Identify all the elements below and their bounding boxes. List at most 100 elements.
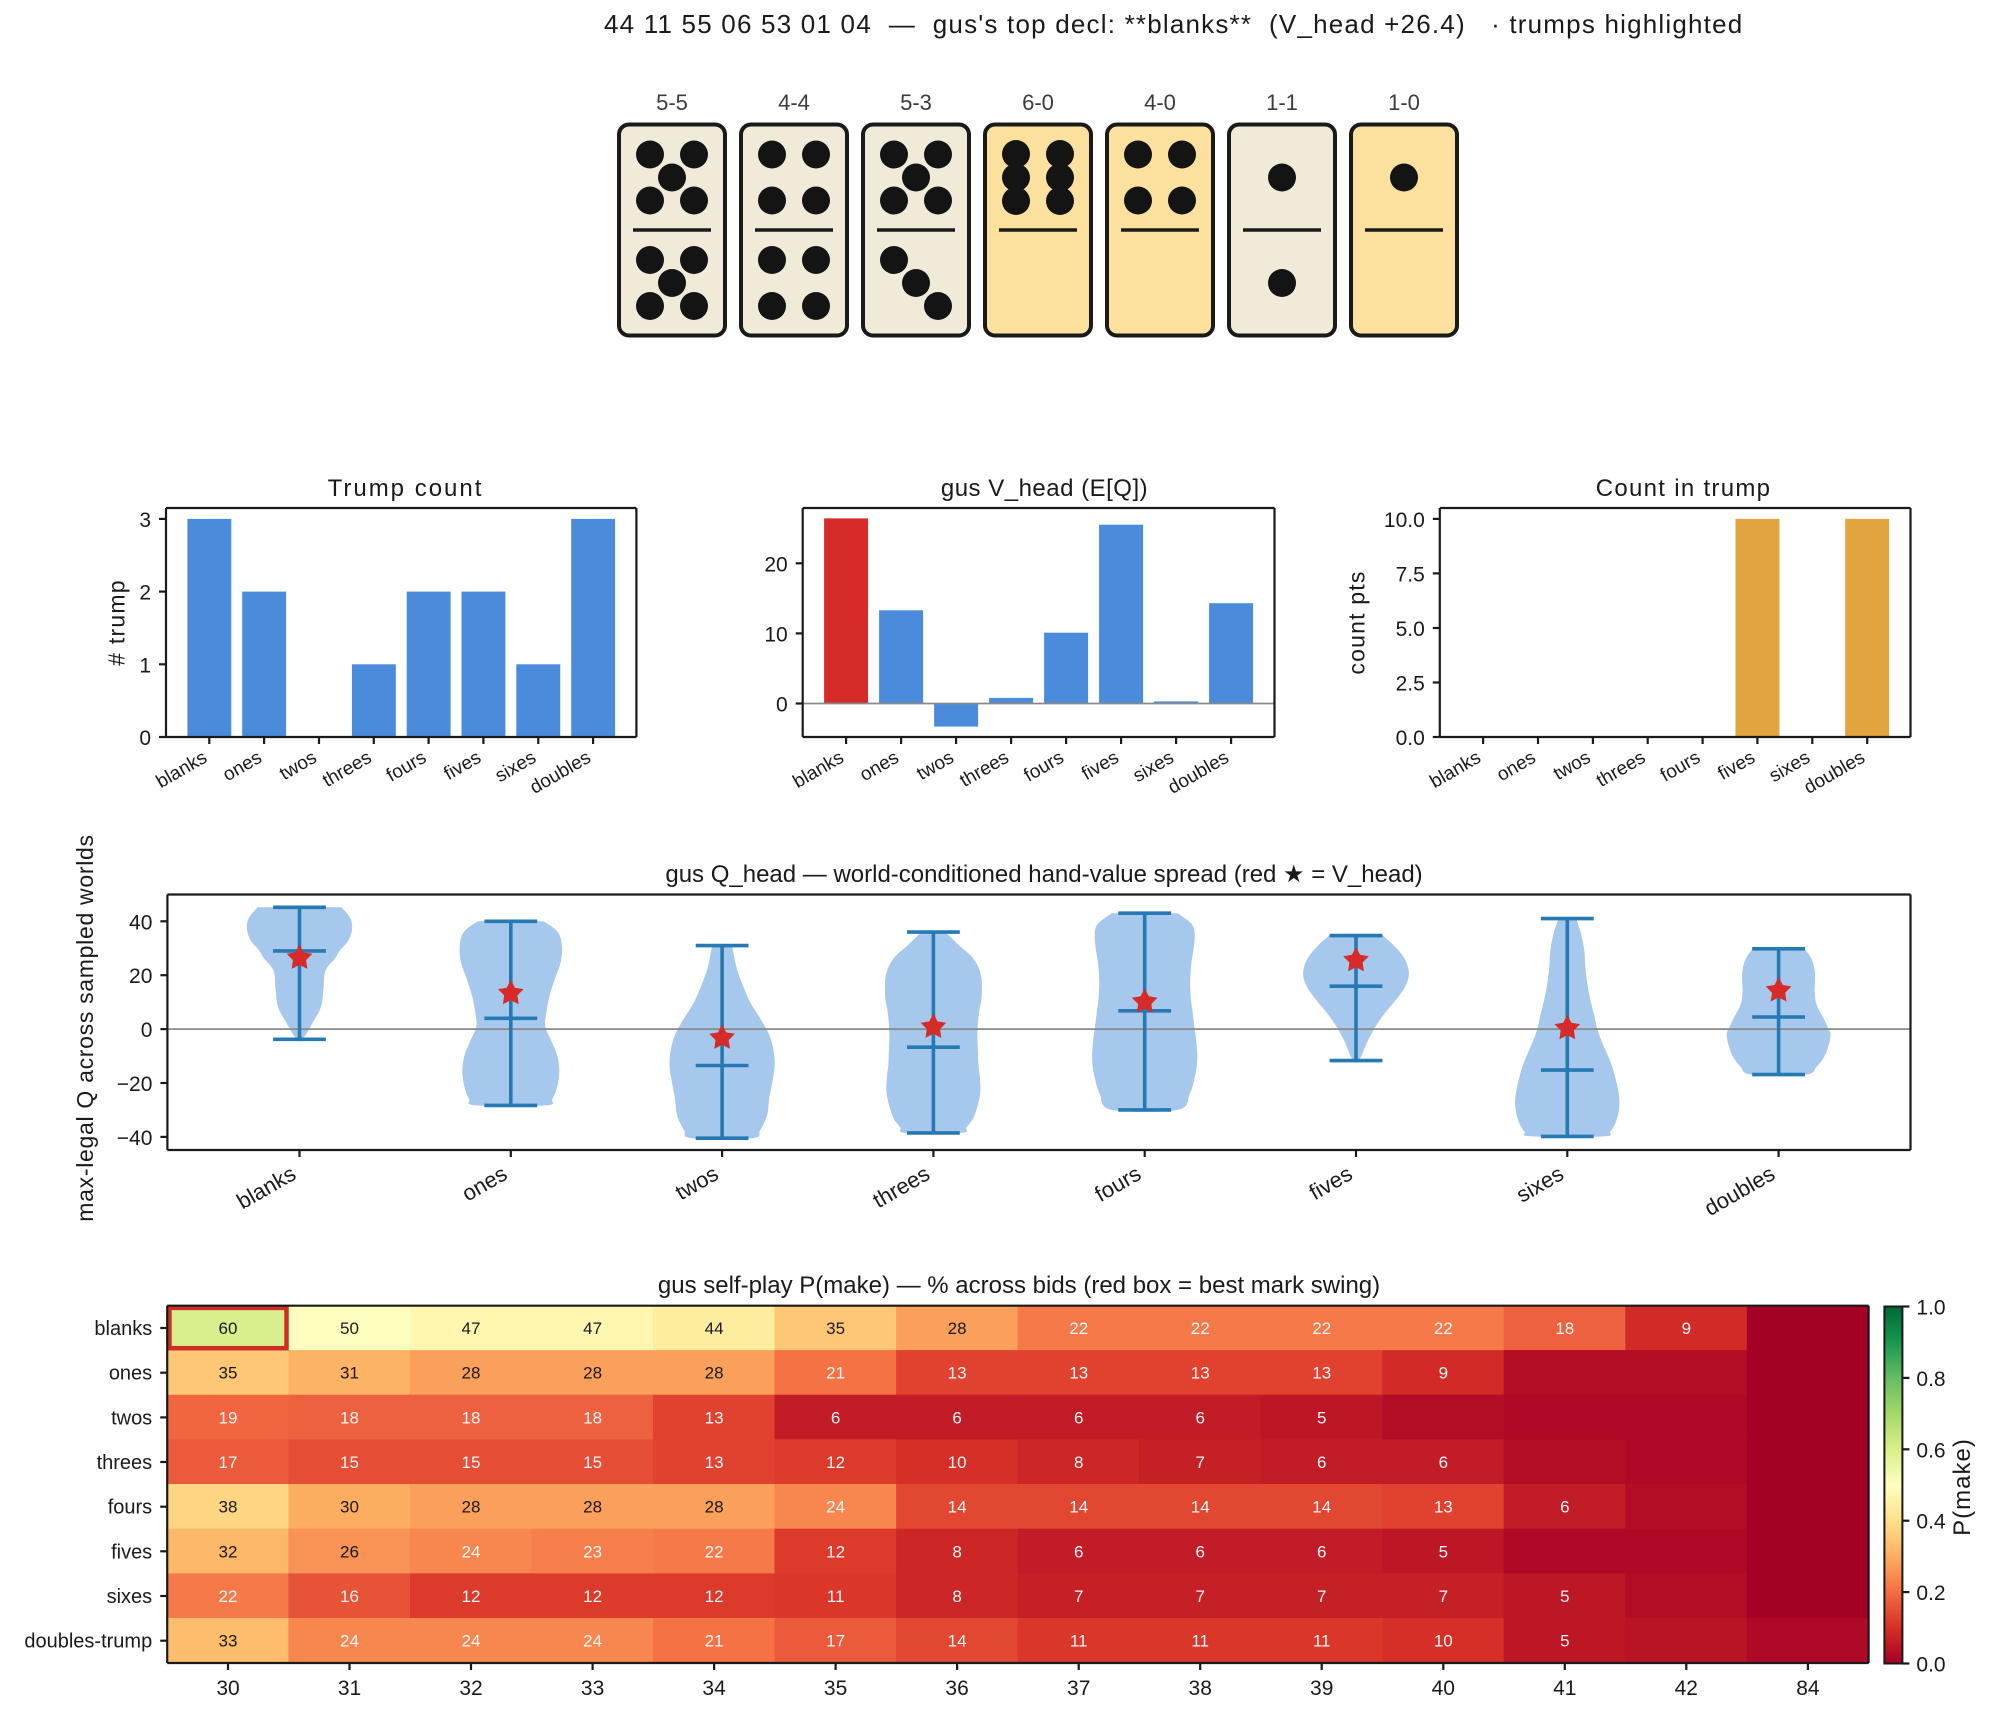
svg-text:39: 39: [1310, 1677, 1333, 1700]
svg-text:13: 13: [1191, 1364, 1210, 1383]
svg-text:5.0: 5.0: [1396, 618, 1425, 641]
svg-text:30: 30: [216, 1677, 239, 1700]
svg-text:gus self-play P(make) — % acro: gus self-play P(make) — % across bids (r…: [658, 1272, 1380, 1299]
svg-text:47: 47: [462, 1319, 481, 1338]
svg-text:10: 10: [764, 623, 787, 646]
svg-text:22: 22: [1069, 1319, 1088, 1338]
svg-text:fives: fives: [111, 1541, 152, 1563]
svg-text:13: 13: [1312, 1364, 1331, 1383]
svg-text:−20: −20: [117, 1073, 153, 1096]
svg-text:0: 0: [776, 694, 788, 717]
svg-text:21: 21: [826, 1364, 845, 1383]
svg-text:12: 12: [462, 1587, 481, 1606]
svg-text:−40: −40: [117, 1127, 153, 1150]
svg-text:6-0: 6-0: [1022, 90, 1054, 115]
svg-text:6: 6: [1195, 1542, 1204, 1561]
svg-text:42: 42: [1675, 1677, 1698, 1700]
svg-text:13: 13: [705, 1408, 724, 1427]
svg-text:28: 28: [462, 1498, 481, 1517]
svg-text:28: 28: [948, 1319, 967, 1338]
svg-text:0.0: 0.0: [1396, 727, 1425, 750]
svg-text:5-5: 5-5: [656, 90, 688, 115]
svg-text:33: 33: [581, 1677, 604, 1700]
svg-text:20: 20: [764, 553, 787, 576]
svg-text:22: 22: [1434, 1319, 1453, 1338]
svg-text:24: 24: [462, 1632, 481, 1651]
svg-text:44: 44: [705, 1319, 724, 1338]
svg-text:14: 14: [1312, 1498, 1331, 1517]
svg-text:28: 28: [583, 1498, 602, 1517]
svg-text:44 11 55 06 53 01 04 — gus's: 44 11 55 06 53 01 04 — gus's top decl: *…: [604, 9, 1743, 39]
svg-text:0.4: 0.4: [1916, 1511, 1946, 1534]
svg-text:twos: twos: [111, 1407, 152, 1429]
svg-text:12: 12: [826, 1542, 845, 1561]
svg-text:28: 28: [705, 1498, 724, 1517]
svg-text:24: 24: [583, 1632, 602, 1651]
svg-text:14: 14: [948, 1632, 967, 1651]
svg-text:6: 6: [1074, 1408, 1083, 1427]
svg-text:40: 40: [1432, 1677, 1455, 1700]
svg-text:8: 8: [1074, 1453, 1083, 1472]
svg-text:6: 6: [952, 1408, 961, 1427]
svg-text:7: 7: [1195, 1453, 1204, 1472]
svg-text:13: 13: [705, 1453, 724, 1472]
svg-text:20: 20: [129, 965, 152, 988]
svg-text:21: 21: [705, 1632, 724, 1651]
svg-text:ones: ones: [109, 1363, 152, 1385]
svg-text:9: 9: [1682, 1319, 1691, 1338]
svg-text:35: 35: [826, 1319, 845, 1338]
svg-text:12: 12: [826, 1453, 845, 1472]
svg-text:47: 47: [583, 1319, 602, 1338]
svg-text:8: 8: [952, 1587, 961, 1606]
svg-text:40: 40: [129, 911, 152, 934]
svg-text:32: 32: [459, 1677, 482, 1700]
svg-text:38: 38: [219, 1498, 238, 1517]
svg-text:6: 6: [1074, 1542, 1083, 1561]
svg-text:0: 0: [141, 1019, 153, 1042]
svg-text:17: 17: [826, 1632, 845, 1651]
svg-text:11: 11: [1070, 1632, 1088, 1651]
svg-text:7: 7: [1439, 1587, 1448, 1606]
svg-text:13: 13: [1434, 1498, 1453, 1517]
svg-text:37: 37: [1067, 1677, 1090, 1700]
svg-text:28: 28: [705, 1364, 724, 1383]
svg-text:35: 35: [219, 1364, 238, 1383]
svg-text:1-1: 1-1: [1266, 90, 1298, 115]
svg-text:24: 24: [340, 1632, 359, 1651]
svg-text:1-0: 1-0: [1388, 90, 1420, 115]
svg-text:50: 50: [340, 1319, 359, 1338]
svg-text:0.0: 0.0: [1916, 1654, 1945, 1677]
svg-text:14: 14: [1191, 1498, 1210, 1517]
svg-text:3: 3: [139, 509, 151, 532]
svg-text:18: 18: [340, 1408, 359, 1427]
svg-text:5: 5: [1439, 1542, 1448, 1561]
svg-text:60: 60: [219, 1319, 238, 1338]
svg-text:gus Q_head — world-conditioned: gus Q_head — world-conditioned hand-valu…: [665, 861, 1422, 888]
svg-text:gus V_head (E[Q]): gus V_head (E[Q]): [941, 475, 1148, 502]
svg-text:13: 13: [948, 1364, 967, 1383]
svg-text:31: 31: [338, 1677, 361, 1700]
svg-text:30: 30: [340, 1498, 359, 1517]
svg-text:41: 41: [1553, 1677, 1576, 1700]
svg-text:28: 28: [583, 1364, 602, 1383]
svg-text:6: 6: [1439, 1453, 1448, 1472]
svg-text:6: 6: [1317, 1542, 1326, 1561]
svg-text:11: 11: [1191, 1632, 1209, 1651]
svg-text:12: 12: [705, 1587, 724, 1606]
svg-text:18: 18: [583, 1408, 602, 1427]
svg-text:8: 8: [952, 1542, 961, 1561]
svg-text:34: 34: [702, 1677, 726, 1700]
svg-text:6: 6: [831, 1408, 840, 1427]
svg-text:15: 15: [583, 1453, 602, 1472]
svg-text:22: 22: [1312, 1319, 1331, 1338]
svg-text:fours: fours: [108, 1497, 152, 1519]
svg-text:5: 5: [1560, 1632, 1569, 1651]
svg-text:15: 15: [462, 1453, 481, 1472]
svg-text:blanks: blanks: [94, 1318, 152, 1340]
svg-text:5: 5: [1317, 1408, 1326, 1427]
svg-text:10: 10: [948, 1453, 967, 1472]
svg-text:24: 24: [826, 1498, 845, 1517]
svg-text:14: 14: [948, 1498, 967, 1517]
svg-text:35: 35: [824, 1677, 847, 1700]
svg-text:6: 6: [1317, 1453, 1326, 1472]
